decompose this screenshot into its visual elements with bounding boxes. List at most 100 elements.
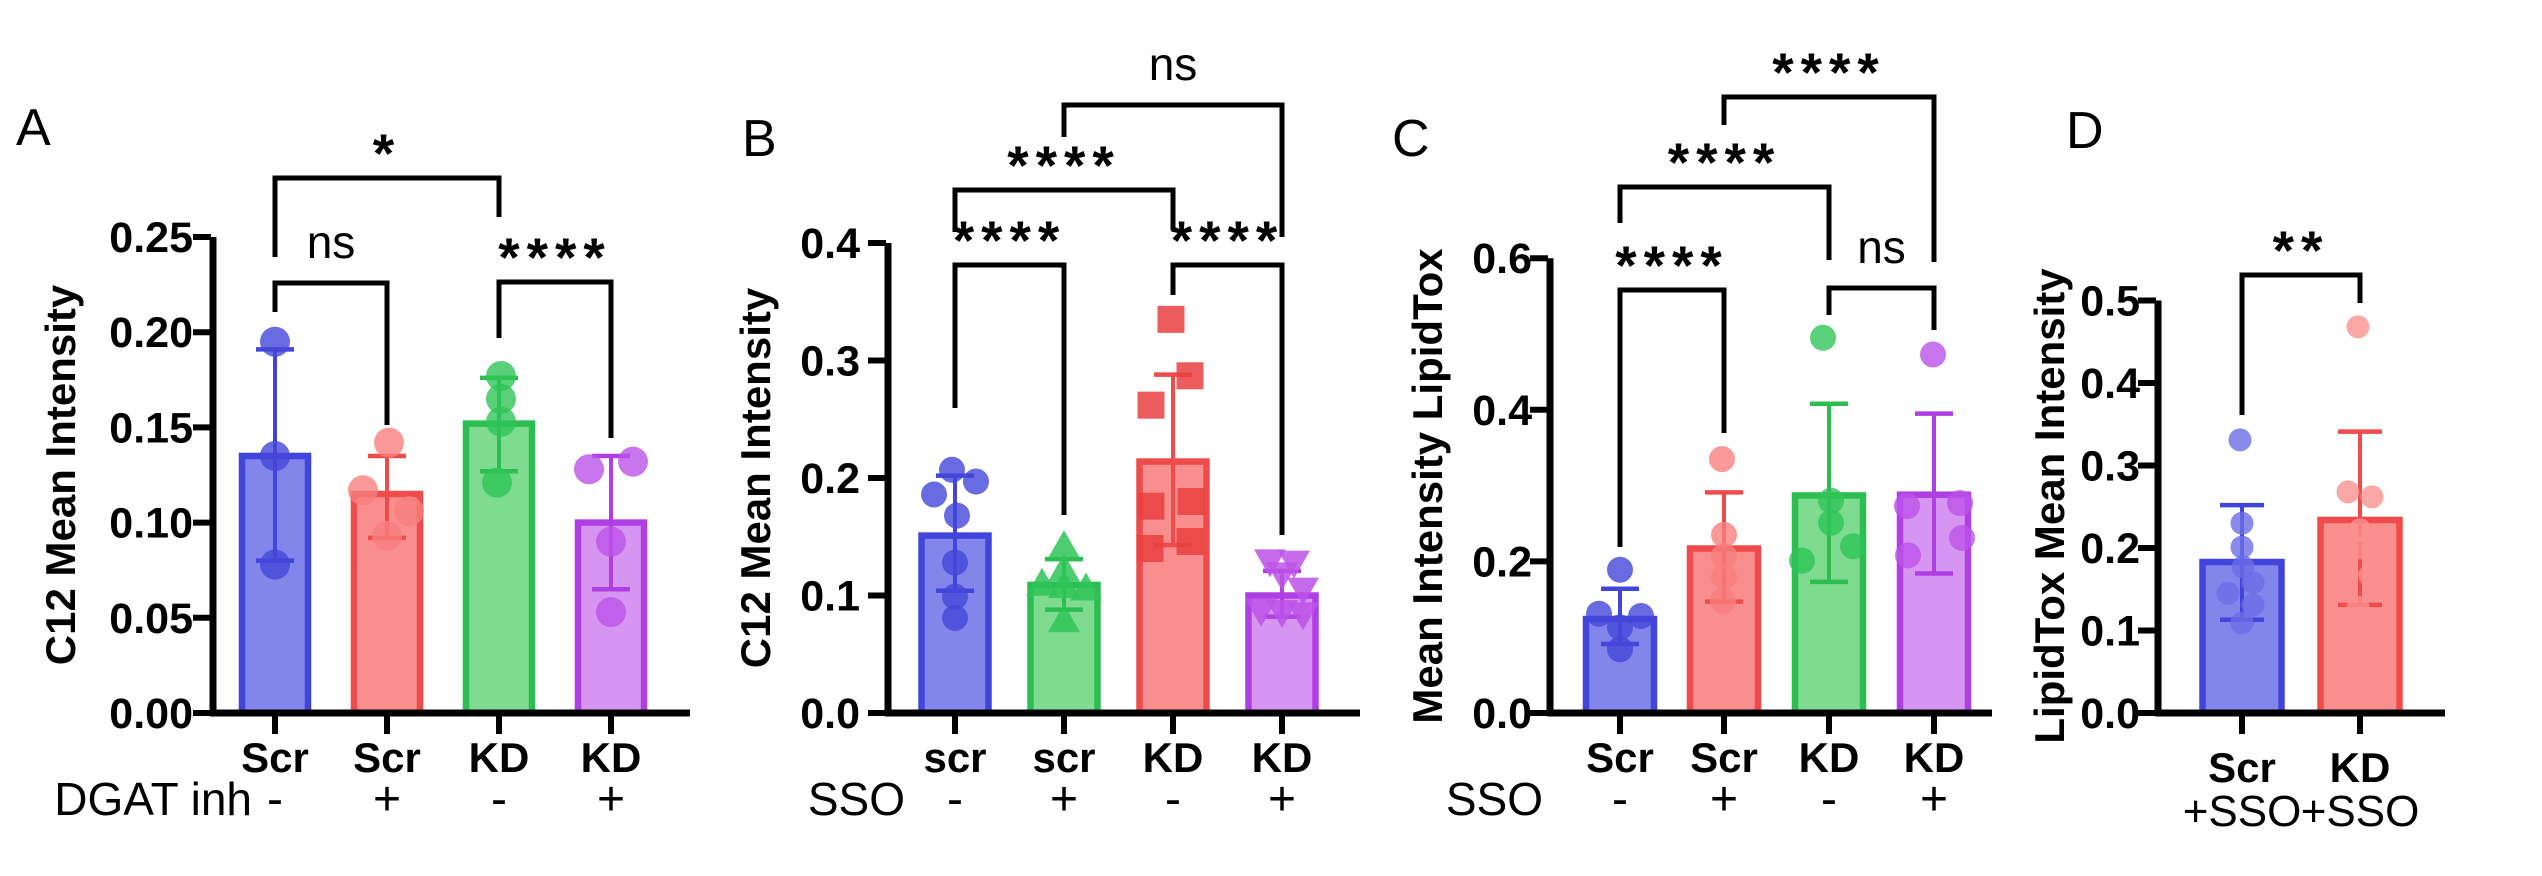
data-point-circle <box>374 427 404 458</box>
data-point-circle <box>944 502 970 529</box>
data-point-circle <box>2336 480 2360 504</box>
data-point-circle <box>939 456 965 483</box>
treatment-value: + <box>1710 773 1738 826</box>
sig-label-ns: ns <box>1149 38 1198 90</box>
data-point-circle <box>942 583 968 610</box>
data-point-circle <box>942 604 968 631</box>
panel-A: A C12 Mean Intensity 0.00 0.05 0.10 0.15 0.20 0… <box>16 99 690 826</box>
y-axis-title-A: C12 Mean Intensity <box>37 284 84 665</box>
treatment-value: - <box>947 773 963 826</box>
panel-D: D LipidTox Mean Intensity 0.0 0.1 0.2 0.3 0.4 0… <box>2026 102 2445 836</box>
sig-bracket <box>496 279 614 438</box>
y-tick-label: 0.2 <box>2080 525 2140 573</box>
sig-bracket <box>1617 184 1832 260</box>
category-label-line2: +SSO <box>2183 787 2302 836</box>
data-point-square <box>1137 391 1165 419</box>
data-point-circle <box>1895 542 1921 569</box>
sig-bracket <box>272 175 502 257</box>
category-label: Scr <box>2208 744 2276 791</box>
data-point-square <box>1177 488 1205 515</box>
data-point-circle <box>2230 535 2254 559</box>
data-point-circle <box>2241 571 2265 595</box>
sig-label-asterisks: **** <box>1668 131 1782 193</box>
data-point-circle <box>1818 509 1844 536</box>
treatment-row-label: SSO <box>1446 773 1543 825</box>
data-point-square <box>1137 492 1165 520</box>
sig-bracket <box>1061 102 1285 237</box>
sig-bracket <box>952 262 1067 515</box>
y-tick-label: 0.20 <box>109 309 193 357</box>
data-point-circle <box>1607 636 1633 663</box>
data-point-circle <box>1810 324 1836 351</box>
data-point-circle <box>2241 593 2265 617</box>
data-point-triangle-up <box>1026 567 1058 596</box>
data-point-circle <box>1586 600 1612 627</box>
sig-label-asterisks: * <box>373 122 401 184</box>
data-point-circle <box>574 454 604 485</box>
treatment-row-label: SSO <box>808 773 905 825</box>
data-point-circle <box>486 360 516 391</box>
treatment-value: - <box>491 773 507 826</box>
data-point-circle <box>2348 518 2372 542</box>
data-point-triangle-up <box>1070 572 1102 601</box>
y-tick-label: 0.5 <box>2080 278 2140 326</box>
data-point-circle <box>1789 547 1815 574</box>
sig-bracket <box>1617 287 1727 547</box>
data-point-triangle-up <box>1048 604 1080 633</box>
y-axis-title-B: C12 Mean Intensity <box>732 287 779 668</box>
y-tick-label: 0.2 <box>800 455 860 503</box>
sig-label-asterisks: **** <box>1171 209 1285 271</box>
data-point-circle <box>260 326 290 357</box>
data-point-circle <box>2346 315 2370 339</box>
category-label: KD <box>1799 734 1860 781</box>
panel-letter-C: C <box>1392 110 1430 168</box>
data-point-triangle-down <box>1287 577 1319 606</box>
treatment-value: + <box>1920 773 1948 826</box>
sig-bracket <box>272 280 390 425</box>
data-point-circle <box>2360 485 2384 509</box>
category-label: KD <box>581 734 642 781</box>
y-axis-title-C: Mean Intensity LipidTox <box>1404 248 1451 724</box>
data-point-circle <box>963 468 989 495</box>
data-point-circle <box>1607 614 1633 641</box>
treatment-value: - <box>1612 773 1628 826</box>
data-point-triangle-up <box>1048 553 1080 582</box>
treatment-row-label: DGAT inh <box>54 773 252 825</box>
y-tick-label: 0.25 <box>109 214 193 262</box>
data-point-circle <box>2228 428 2252 452</box>
y-tick-label: 0.4 <box>800 220 860 268</box>
treatment-value: + <box>373 773 401 826</box>
data-point-square <box>1157 305 1185 333</box>
data-point-circle <box>1920 341 1946 368</box>
category-label-line2: +SSO <box>2301 787 2420 836</box>
data-point-circle <box>1607 556 1633 583</box>
category-label: KD <box>1904 734 1965 781</box>
panel-letter-D: D <box>2066 102 2104 160</box>
data-point-triangle-down <box>1245 598 1277 627</box>
panel-letter-B: B <box>742 110 777 168</box>
sig-label-asterisks: **** <box>1615 234 1729 296</box>
category-label: Scr <box>353 734 421 781</box>
data-point-circle <box>2348 536 2372 560</box>
sig-label-ns: ns <box>1857 221 1906 273</box>
y-tick-label: 0.1 <box>2080 608 2140 656</box>
data-point-square <box>1136 535 1164 562</box>
data-point-circle <box>1947 490 1973 517</box>
sig-bracket <box>1826 285 1937 330</box>
data-point-circle <box>260 440 290 471</box>
data-point-circle <box>1949 524 1975 551</box>
data-point-circle <box>921 481 947 508</box>
data-point-circle <box>348 475 378 506</box>
data-point-circle <box>1711 521 1737 548</box>
y-tick-label: 0.0 <box>2080 690 2140 738</box>
sig-label-asterisks: **** <box>953 209 1067 271</box>
y-tick-label: 0.2 <box>1472 538 1532 586</box>
sig-label-asterisks: **** <box>1772 41 1886 103</box>
data-point-triangle-up <box>1048 570 1080 599</box>
y-tick-label: 0.3 <box>800 338 860 386</box>
data-point-circle <box>2335 561 2359 585</box>
data-point-circle <box>1711 563 1737 590</box>
data-point-square <box>1176 362 1204 390</box>
